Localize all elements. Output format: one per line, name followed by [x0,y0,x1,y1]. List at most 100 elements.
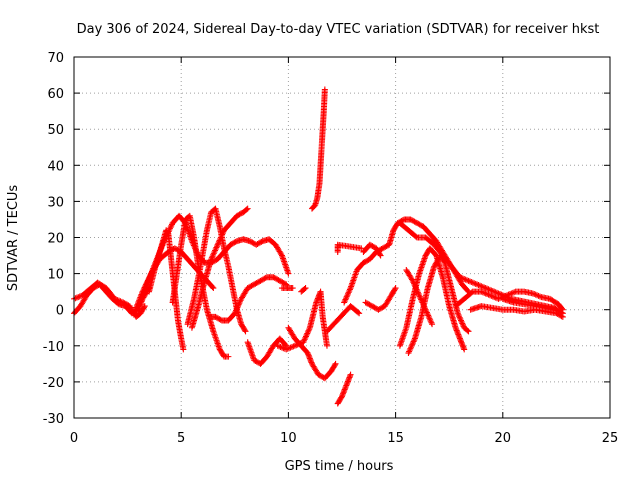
y-axis-label: SDTVAR / TECUs [6,185,21,292]
data-point [234,304,241,311]
data-point [303,331,310,338]
data-point [164,229,171,236]
data-point [76,293,83,300]
data-point [132,307,139,314]
data-point [532,291,539,298]
data-point [289,285,296,292]
data-point [341,299,348,306]
data-point [488,287,495,294]
data-point [131,310,138,317]
y-tick-label: -30 [43,412,64,427]
data-point [321,86,328,93]
data-point [345,290,352,297]
data-point [296,340,303,347]
data-point [218,233,225,240]
data-point [479,289,486,296]
data-point [258,238,265,245]
data-point [425,312,432,319]
data-point [356,310,363,317]
data-point [305,327,312,334]
data-point [371,304,378,311]
data-point [485,286,492,293]
data-point [485,291,492,298]
x-tick-label: 25 [602,431,619,446]
data-point [418,298,425,305]
data-point [274,342,281,349]
x-tick-label: 10 [280,431,297,446]
data-point [472,280,479,287]
series-sat-m [308,86,328,212]
series-sat-x [499,295,560,313]
x-tick-label: 20 [495,431,512,446]
data-point [233,305,240,312]
data-point [489,293,496,300]
y-tick-label: 0 [56,304,64,319]
data-point [506,291,513,298]
data-point [241,327,248,334]
data-point [464,287,471,294]
data-point [257,239,264,246]
data-point [316,372,323,379]
data-point [372,305,379,312]
data-point [208,254,215,261]
data-point [454,310,461,317]
data-point [215,240,222,247]
data-point [235,212,242,219]
data-point [270,274,277,281]
data-point [410,279,417,286]
data-point [166,225,173,232]
data-point [456,274,463,281]
data-point [456,313,463,320]
data-point [412,283,419,290]
data-point [275,277,282,284]
data-point [278,344,285,351]
data-point [377,252,384,259]
data-point [554,311,561,318]
data-point [141,304,148,311]
data-point [423,309,430,316]
data-point [495,290,502,297]
data-point [254,279,261,286]
data-point [139,292,146,299]
data-point [492,289,499,296]
chart-title: Day 306 of 2024, Sidereal Day-to-day VTE… [77,22,600,37]
data-point [486,286,493,293]
data-point [248,238,255,245]
data-point [456,314,463,321]
data-point [210,251,217,258]
data-point [484,291,491,298]
data-point [137,298,144,305]
data-point [415,220,422,227]
data-point [343,293,350,300]
data-point [342,296,349,303]
data-point [412,285,419,292]
data-point [116,297,123,304]
data-point [419,299,426,306]
y-tick-label: 70 [47,51,64,66]
data-point [459,275,466,282]
data-point [370,303,377,310]
data-point [478,283,485,290]
data-point [363,258,370,265]
y-tick-label: 20 [47,232,64,247]
data-point [232,238,239,245]
data-point [233,307,240,314]
data-point [410,217,417,224]
data-point [213,314,220,321]
data-point [375,306,382,313]
data-point [491,288,498,295]
data-point [407,216,414,223]
series-sat-y [278,285,296,292]
data-point [235,301,242,308]
data-point [139,291,146,298]
data-point [256,278,263,285]
data-point [494,289,501,296]
data-point [219,230,226,237]
data-point [132,305,139,312]
data-point [301,285,308,292]
data-point [355,309,362,316]
data-point [258,277,265,284]
series-sat-w [467,303,566,320]
data-point [254,240,261,247]
